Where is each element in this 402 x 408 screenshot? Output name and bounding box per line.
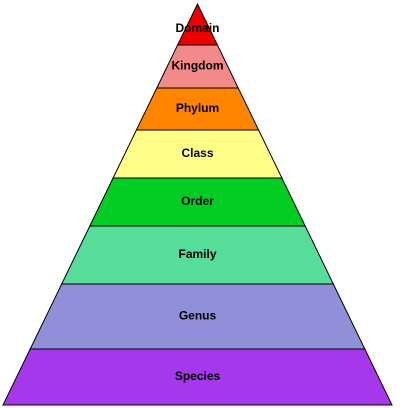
tier-family-label: Family <box>178 247 216 261</box>
tier-kingdom: Kingdom <box>156 44 239 89</box>
tier-phylum: Phylum <box>135 87 260 131</box>
tier-species-label: Species <box>175 369 221 383</box>
tier-order: Order <box>89 177 306 227</box>
tier-class: Class <box>112 129 283 179</box>
tier-phylum-label: Phylum <box>176 101 219 115</box>
tier-genus: Genus <box>29 283 366 350</box>
tier-kingdom-label: Kingdom <box>172 59 224 73</box>
tier-domain: Domain <box>175 2 220 46</box>
tier-domain-label: Domain <box>175 21 219 35</box>
tier-species-shape <box>2 348 393 406</box>
tier-class-label: Class <box>181 146 213 160</box>
tier-genus-label: Genus <box>179 309 217 323</box>
tier-family: Family <box>60 225 335 285</box>
tier-species: Species <box>2 348 393 406</box>
tier-order-label: Order <box>181 194 214 208</box>
